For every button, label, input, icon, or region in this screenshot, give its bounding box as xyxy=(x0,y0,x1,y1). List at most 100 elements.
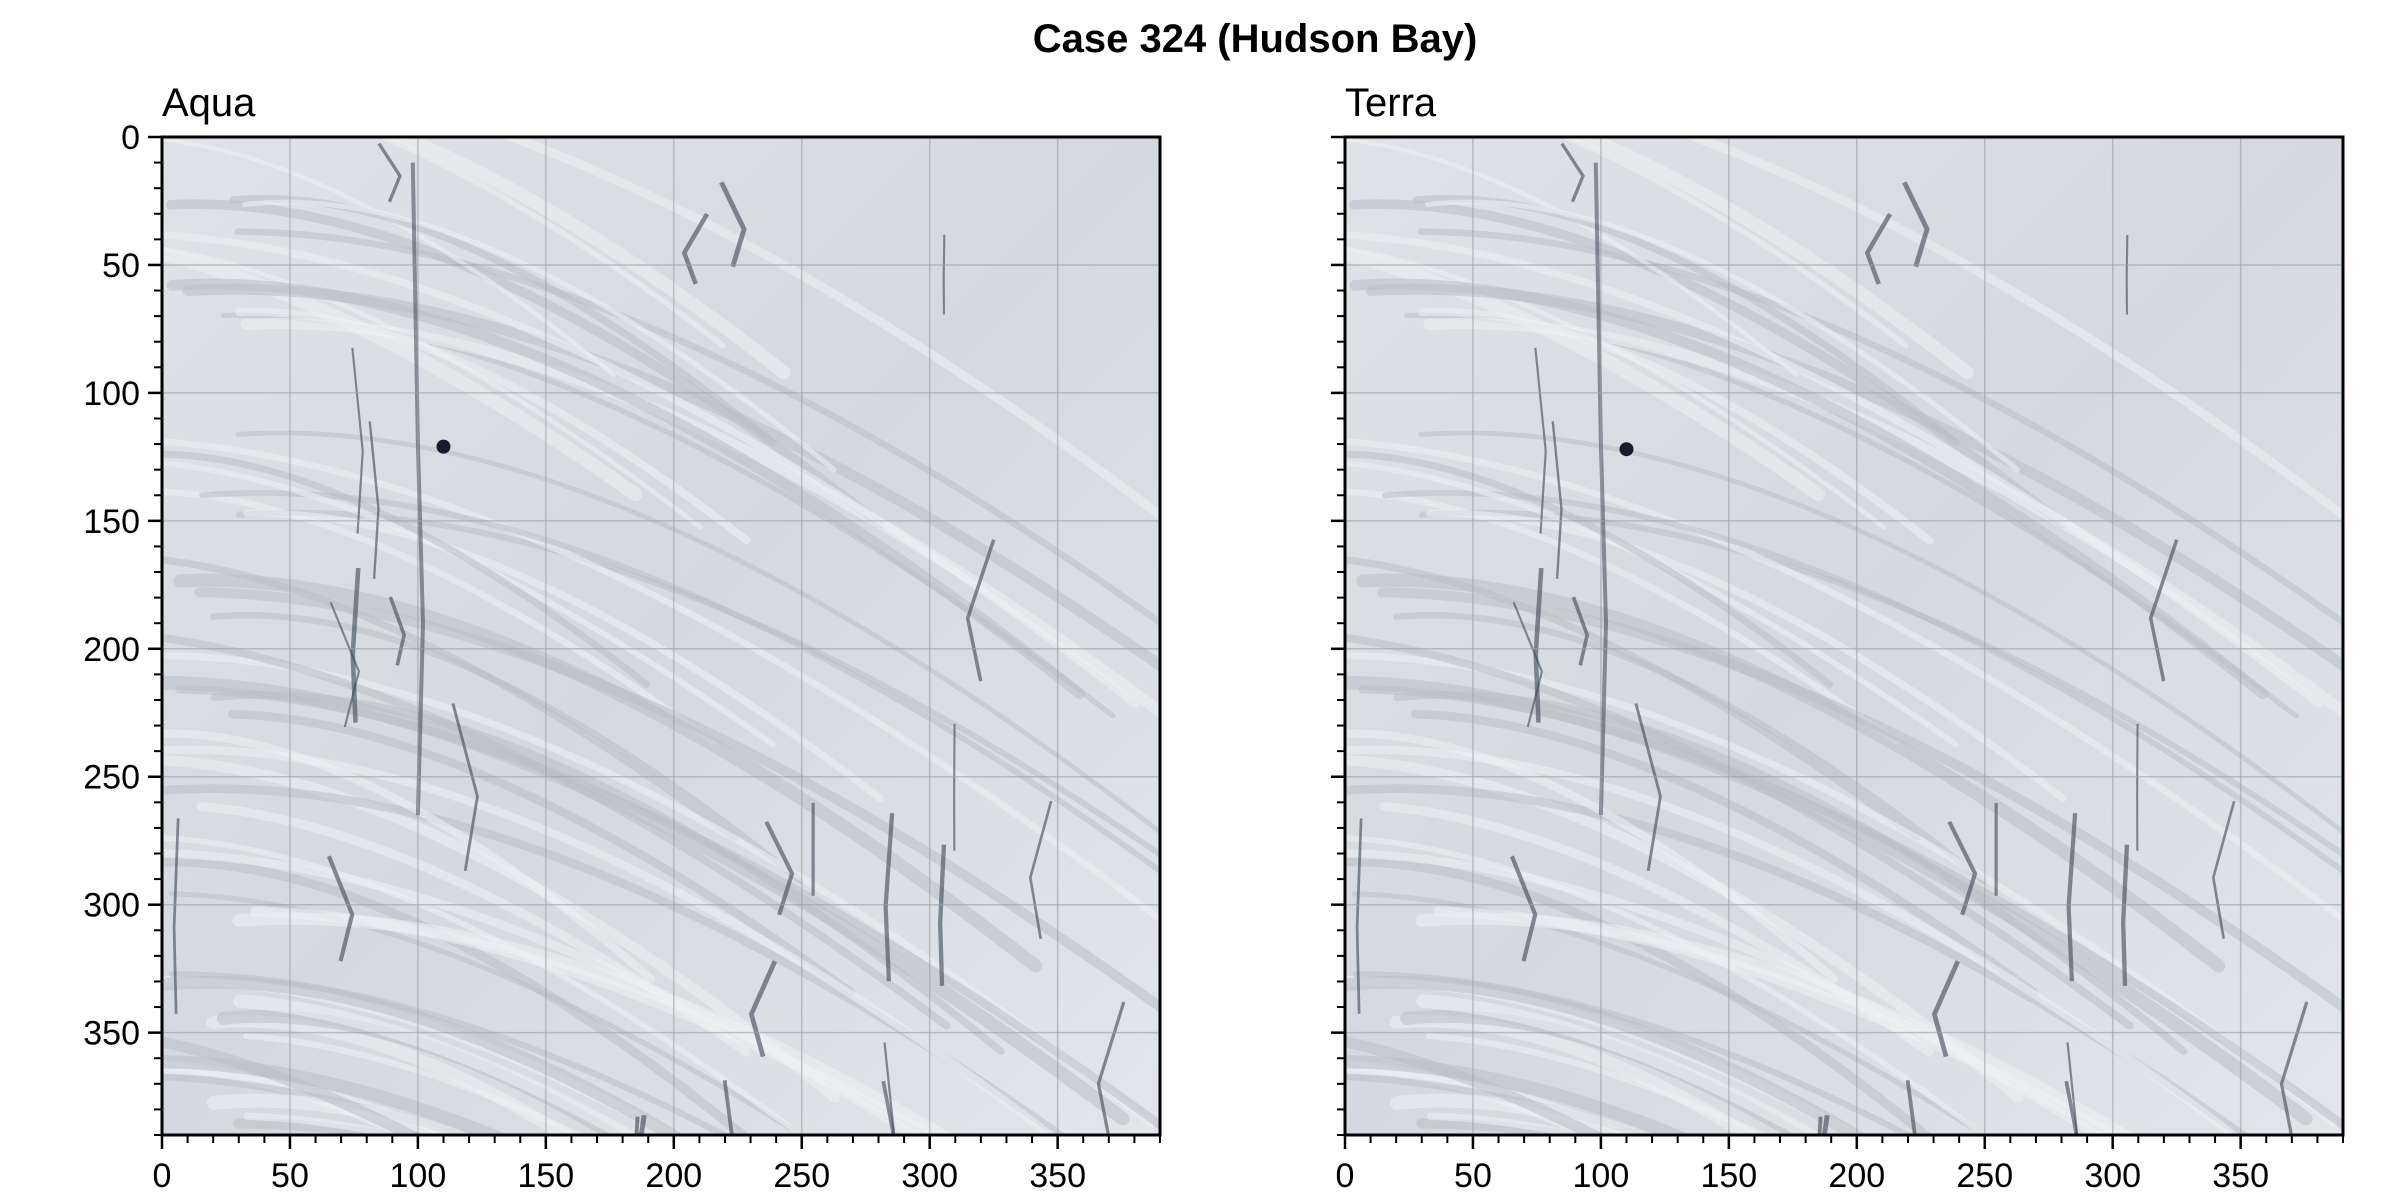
cloud-streak xyxy=(1426,1032,1769,1135)
y-tick-label: 350 xyxy=(83,1015,140,1053)
ice-crack xyxy=(2121,844,2130,986)
panel-aqua: Aqua 0 50 100 150 200 250 300 350 0 50 100 150 200 25… xyxy=(83,81,1162,1200)
ice-ridge xyxy=(169,971,731,1135)
ice-ridge xyxy=(162,1073,471,1135)
cloud-streak xyxy=(1345,729,1838,983)
ice-ridge xyxy=(1351,891,1989,1135)
ice-ridge xyxy=(1345,856,1934,1135)
cloud-streak xyxy=(162,849,922,1135)
ice-ridge xyxy=(162,975,685,1135)
ice-ridge xyxy=(175,685,1160,1131)
ice-crack xyxy=(2125,234,2129,315)
ice-ridge xyxy=(162,450,651,688)
cloud-streak xyxy=(243,509,884,802)
ice-ridge xyxy=(1418,430,2343,836)
ice-ridge xyxy=(1345,1073,1654,1135)
ice-ridge xyxy=(182,283,1160,673)
ice-texture xyxy=(162,137,1160,1200)
panel-title-aqua: Aqua xyxy=(162,81,256,125)
axes-frame-terra xyxy=(1343,135,2345,1137)
y-tick-label: 150 xyxy=(83,503,140,541)
cloud-streak xyxy=(1426,509,2067,802)
ice-ridge xyxy=(1358,685,2343,1131)
ice-crack xyxy=(1560,142,1585,203)
cloud-streak xyxy=(243,1032,586,1135)
ice-ridge xyxy=(1345,1036,1606,1135)
cloud-streak xyxy=(497,137,1160,521)
ticks-terra: 0 50 100 150 200 250 300 350 xyxy=(1331,135,2344,1195)
x-tick-label: 150 xyxy=(1700,1157,1757,1195)
cloud-streak xyxy=(235,307,751,545)
ice-crack xyxy=(368,421,380,579)
ice-crack xyxy=(1905,1079,1917,1135)
ice-ridge xyxy=(162,1036,423,1135)
ice-lead xyxy=(410,162,426,816)
ice-ridge xyxy=(1352,971,1914,1135)
ice-crack xyxy=(719,181,747,268)
ice-crack xyxy=(2148,539,2179,682)
cloud-streak xyxy=(1345,488,1900,746)
ice-ridge xyxy=(1405,1196,2106,1200)
ice-lead xyxy=(1593,162,1609,816)
cloud-streak xyxy=(1559,137,1909,349)
ice-ridge xyxy=(234,228,1160,627)
x-tick-label: 250 xyxy=(773,1157,830,1195)
ice-ridge xyxy=(228,709,855,997)
ice-ridge xyxy=(1345,556,1921,841)
x-tick-label: 300 xyxy=(2084,1157,2141,1195)
ice-texture xyxy=(1345,137,2343,1200)
ice-crack xyxy=(326,855,355,962)
ice-crack xyxy=(1634,703,1662,872)
cloud-streak xyxy=(1389,1093,1654,1135)
cloud-streak xyxy=(1433,906,2123,1135)
cloud-streak xyxy=(162,745,1058,1135)
cloud-streak xyxy=(162,754,841,1103)
cloud-streak xyxy=(1345,460,1959,748)
panel-terra: Terra 0 50 100 150 200 250 300 350 xyxy=(1331,81,2345,1200)
cloud-streak xyxy=(1345,1068,1637,1135)
cloud-streak xyxy=(1345,438,2343,924)
marker-dot xyxy=(1619,442,1634,457)
cloud-streak xyxy=(376,137,726,349)
ice-ridge xyxy=(235,430,1160,836)
x-tick-label: 50 xyxy=(271,1157,309,1195)
cloud-streak xyxy=(162,488,717,746)
figure-suptitle: Case 324 (Hudson Bay) xyxy=(1033,17,1478,61)
ice-ridge xyxy=(1411,709,2038,997)
cloud-streak xyxy=(162,246,703,530)
cloud-streak xyxy=(206,1093,471,1135)
cloud-streak xyxy=(1680,137,2343,521)
ice-crack xyxy=(329,601,361,728)
cloud-streak xyxy=(1345,652,2338,1128)
ice-crack xyxy=(1931,960,1961,1058)
ice-ridge xyxy=(162,556,738,841)
ice-crack xyxy=(764,820,795,916)
axes-frame-aqua xyxy=(160,135,1162,1137)
y-tick-label: 0 xyxy=(121,119,140,157)
ice-crack xyxy=(2064,1080,2079,1135)
y-tick-label: 50 xyxy=(102,247,140,285)
cloud-streak xyxy=(162,231,1140,708)
marker-dot xyxy=(436,439,451,454)
gridlines-terra xyxy=(1345,137,2343,1135)
x-tick-label: 50 xyxy=(1454,1157,1492,1195)
cloud-streak xyxy=(1345,246,1886,530)
cloud-streak xyxy=(233,994,641,1135)
ice-crack xyxy=(1512,601,1544,728)
cloud-streak xyxy=(162,729,655,983)
ice-ridge xyxy=(1365,283,2343,673)
cloud-streak xyxy=(1567,137,1974,379)
ice-ridge xyxy=(1345,975,1868,1135)
ice-ridge xyxy=(1345,450,1834,688)
cloud-streak xyxy=(243,1112,410,1135)
x-tick-label: 350 xyxy=(1029,1157,1086,1195)
ice-ridge xyxy=(222,1196,923,1200)
x-tick-label: 100 xyxy=(1573,1157,1630,1195)
cloud-streak xyxy=(384,137,791,379)
cloud-streak xyxy=(1426,1112,1593,1135)
ice-crack xyxy=(942,234,946,315)
ice-crack xyxy=(451,703,479,872)
ice-crack xyxy=(1509,855,1538,962)
cloud-streak xyxy=(1345,137,1799,377)
